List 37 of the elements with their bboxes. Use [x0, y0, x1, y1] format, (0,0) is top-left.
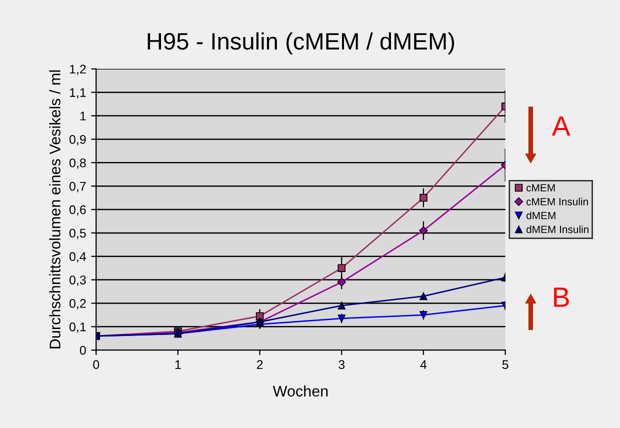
x-tick-label: 2 [256, 360, 263, 369]
y-tick-label: 0,9 [69, 135, 86, 146]
y-tick-label: 1,1 [70, 88, 86, 98]
y-tick-label: 0 [80, 346, 86, 355]
chart-title: H95 - Insulin (cMEM / dMEM) [148, 32, 454, 54]
y-tick-label: 0,8 [69, 158, 86, 169]
x-tick-label: 0 [93, 360, 100, 370]
legend-label: cMEM Insulin [526, 198, 588, 206]
x-tick-label: 4 [420, 360, 427, 369]
point [337, 278, 346, 286]
y-tick-label: 0,3 [69, 276, 86, 286]
y-tick-label: 1 [80, 112, 86, 120]
y-tick-label: 0,4 [69, 252, 86, 262]
point [338, 264, 346, 272]
point [420, 292, 428, 300]
point [338, 314, 346, 322]
x-tick-label: 1 [175, 360, 181, 369]
y-tick-label: 0,1 [69, 322, 86, 333]
y-tick-label: 0,2 [69, 299, 86, 310]
legend-label: dMEM [526, 212, 556, 220]
point [256, 312, 264, 320]
x-tick-label: 3 [338, 360, 345, 370]
point [338, 302, 346, 310]
legend-label: cMEM [526, 184, 555, 192]
point [420, 311, 428, 319]
x-axis-title: Wochen [272, 385, 328, 397]
y-tick-label: 1,2 [70, 64, 86, 76]
x-tick-label: 5 [502, 360, 508, 370]
text: B [554, 288, 569, 307]
point [420, 194, 428, 202]
y-tick-label: 0,5 [69, 228, 86, 240]
point [419, 226, 428, 235]
y-axis-title: Durchschnittsvolumen eines Vesikels / ml [49, 70, 60, 348]
y-tick-label: 0,7 [69, 182, 86, 192]
legend-label: dMEM Insulin [526, 225, 588, 234]
text: A [552, 116, 570, 136]
y-tick-label: 0,6 [69, 205, 86, 216]
